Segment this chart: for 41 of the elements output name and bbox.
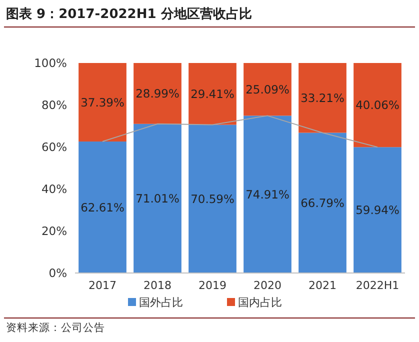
data-label: 28.99% — [136, 86, 180, 100]
legend-label: 国外占比 — [139, 296, 183, 309]
y-tick-label: 60% — [41, 140, 68, 154]
y-tick-label: 20% — [41, 224, 68, 238]
data-label: 70.59% — [190, 192, 234, 206]
bar — [298, 132, 346, 273]
text: 资料来源：公司公告 — [6, 321, 105, 334]
bar — [188, 63, 236, 125]
data-label: 66.79% — [300, 196, 344, 210]
bar — [244, 116, 292, 273]
x-tick-label: 2021 — [308, 279, 336, 292]
bar — [188, 124, 236, 273]
data-label: 37.39% — [80, 95, 124, 110]
bar — [354, 63, 402, 148]
x-tick-label: 2017 — [88, 279, 116, 292]
data-label: 59.94% — [356, 203, 400, 218]
bar — [134, 63, 182, 124]
y-tick-label: 40% — [41, 182, 68, 196]
y-tick-label: 100% — [34, 56, 68, 70]
bar — [244, 63, 292, 116]
x-tick-label: 2020 — [254, 279, 282, 292]
data-label: 29.41% — [190, 86, 234, 101]
bar — [78, 142, 126, 273]
bar — [134, 124, 182, 273]
data-label: 62.61% — [80, 200, 124, 214]
data-label: 25.09% — [246, 82, 290, 96]
y-tick-label: 0% — [48, 266, 68, 280]
data-label: 40.06% — [356, 98, 400, 112]
data-label: 71.01% — [136, 191, 180, 206]
x-tick-label: 2019 — [198, 279, 226, 292]
bar — [354, 147, 402, 273]
bar — [298, 63, 346, 133]
data-label: 33.21% — [300, 90, 344, 105]
legend-label: 国内占比 — [238, 296, 282, 309]
chart-title: 图表 9：2017-2022H1 分地区营收占比 — [6, 6, 252, 22]
line-series — [102, 115, 378, 148]
y-tick-label: 80% — [41, 98, 68, 112]
data-label: 74.91% — [246, 187, 290, 202]
x-tick-label: 2018 — [144, 279, 172, 292]
bar — [78, 63, 126, 142]
x-tick-label: 2022H1 — [356, 279, 400, 292]
